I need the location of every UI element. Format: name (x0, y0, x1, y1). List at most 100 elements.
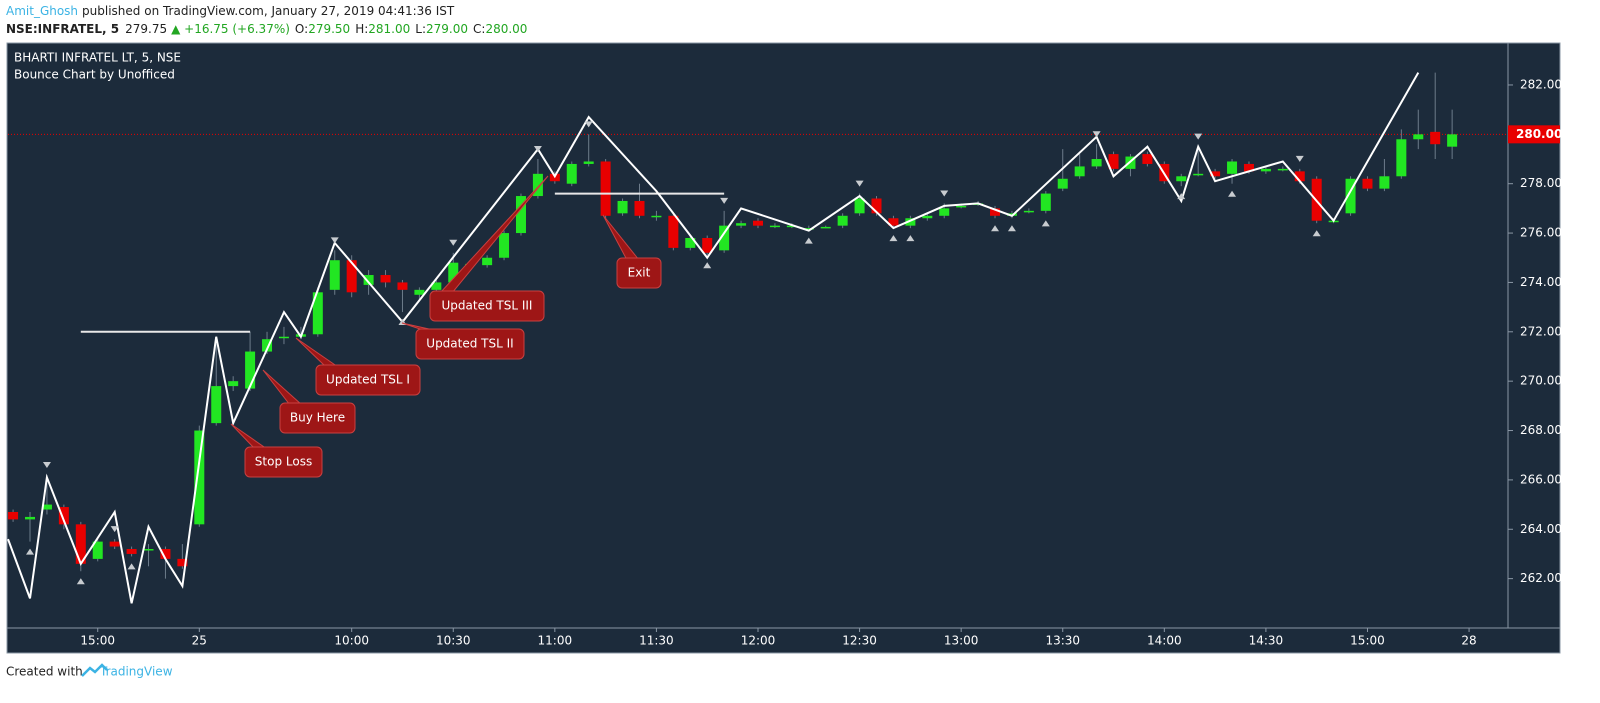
signal-down (1194, 133, 1203, 140)
y-tick-label: 282.00 (1520, 77, 1562, 91)
candle-body (397, 282, 408, 290)
signal-down (110, 526, 119, 533)
candle-body (617, 200, 628, 214)
footer-brand[interactable]: TradingView (99, 665, 173, 679)
candle-body (1227, 161, 1238, 174)
candle-body (380, 275, 391, 283)
y-tick-label: 272.00 (1520, 324, 1562, 338)
candle-body (1108, 154, 1119, 169)
callout-label: Updated TSL II (426, 337, 513, 351)
x-tick-label: 25 (192, 634, 207, 648)
candle-body (1277, 168, 1288, 171)
price: 279.75 (125, 22, 167, 36)
last-price-box (1508, 125, 1560, 144)
author[interactable]: Amit_Ghosh (6, 4, 78, 18)
candle-body (1413, 134, 1424, 140)
candle-body (990, 208, 1001, 216)
candle-body (854, 198, 865, 214)
callout-label: Updated TSL I (326, 373, 410, 387)
x-tick-label: 13:30 (1045, 634, 1080, 648)
candle-body (1040, 193, 1051, 211)
x-tick-label: 14:30 (1249, 634, 1284, 648)
candle-body (194, 430, 205, 525)
callout-box (429, 290, 545, 322)
candle-body (837, 215, 848, 226)
callout-box (415, 328, 525, 360)
x-tick-label: 14:00 (1147, 634, 1182, 648)
ohlc-value: 280.00 (485, 22, 527, 36)
signal-down (584, 121, 593, 128)
candle-body (786, 225, 797, 228)
signal-up (804, 237, 813, 244)
candle-body (871, 198, 882, 214)
y-tick-label: 278.00 (1520, 176, 1562, 190)
candle-body (634, 200, 645, 216)
signal-up (76, 578, 85, 585)
x-tick-label: 11:00 (538, 634, 573, 648)
y-tick-label: 262.00 (1520, 571, 1562, 585)
ohlc-label: C: (473, 22, 485, 36)
chart-title: BHARTI INFRATEL LT, 5, NSE (14, 51, 181, 65)
candle-body (329, 260, 340, 290)
candle-body (515, 196, 526, 234)
candle-body (211, 386, 222, 424)
callout-label: Buy Here (290, 411, 345, 425)
candle-body (431, 282, 442, 290)
ohlc-value: 279.00 (426, 22, 468, 36)
signal-up (1177, 193, 1186, 200)
callout-box (244, 446, 323, 478)
signal-down (330, 237, 339, 244)
signal-up (127, 563, 136, 570)
candle-body (245, 351, 256, 389)
signal-up (1041, 220, 1050, 227)
callout-box (279, 402, 356, 434)
candle-body (160, 549, 171, 559)
candle-body (769, 225, 780, 228)
candle-body (1447, 134, 1458, 147)
signal-up (703, 262, 712, 269)
signal-up (1312, 230, 1321, 237)
callout-box (315, 364, 421, 396)
candle-body (1345, 178, 1356, 214)
candle-body (8, 511, 19, 520)
candle-body (143, 549, 154, 551)
candle-body (803, 228, 814, 230)
ohlc-value: 279.50 (308, 22, 350, 36)
published: published on TradingView.com, January 27… (82, 4, 455, 18)
x-tick-label: 13:00 (944, 634, 979, 648)
x-tick-label: 11:30 (639, 634, 674, 648)
candle-body (312, 292, 323, 335)
candle-body (668, 215, 679, 248)
y-tick-label: 266.00 (1520, 472, 1562, 486)
signal-up (26, 548, 35, 555)
candle-body (1091, 159, 1102, 167)
candle-body (1023, 210, 1034, 213)
candle-body (956, 205, 967, 208)
last-price-label: 280.00 (1516, 127, 1562, 141)
candle-body (1210, 171, 1221, 177)
callout-label: Updated TSL III (442, 299, 533, 313)
candle-body (736, 223, 747, 226)
candle-body (58, 507, 69, 525)
candle-body (1294, 171, 1305, 182)
candle-body (41, 504, 52, 510)
candle-body (922, 215, 933, 219)
candle-body (1430, 131, 1441, 145)
signal-down (1092, 131, 1101, 138)
candle-body (363, 275, 374, 285)
chart-subtitle: Bounce Chart by Unofficed (14, 68, 175, 82)
publish-line: Amit_Ghosh published on TradingView.com, … (6, 4, 455, 18)
candle-body (651, 215, 662, 218)
x-tick-label: 12:00 (741, 634, 776, 648)
zigzag-line (7, 72, 1420, 604)
candle-body (888, 218, 899, 226)
symbol-line: NSE:INFRATEL, 5 279.75 ▲ +16.75 (+6.37%) O:… (6, 22, 527, 36)
candle-body (905, 218, 916, 226)
candle-body (1243, 163, 1254, 172)
candle-body (583, 161, 594, 164)
y-tick-label: 274.00 (1520, 275, 1562, 289)
candle-body (346, 260, 357, 293)
signal-down (940, 190, 949, 197)
signal-up (889, 235, 898, 242)
callout-box (616, 257, 662, 289)
